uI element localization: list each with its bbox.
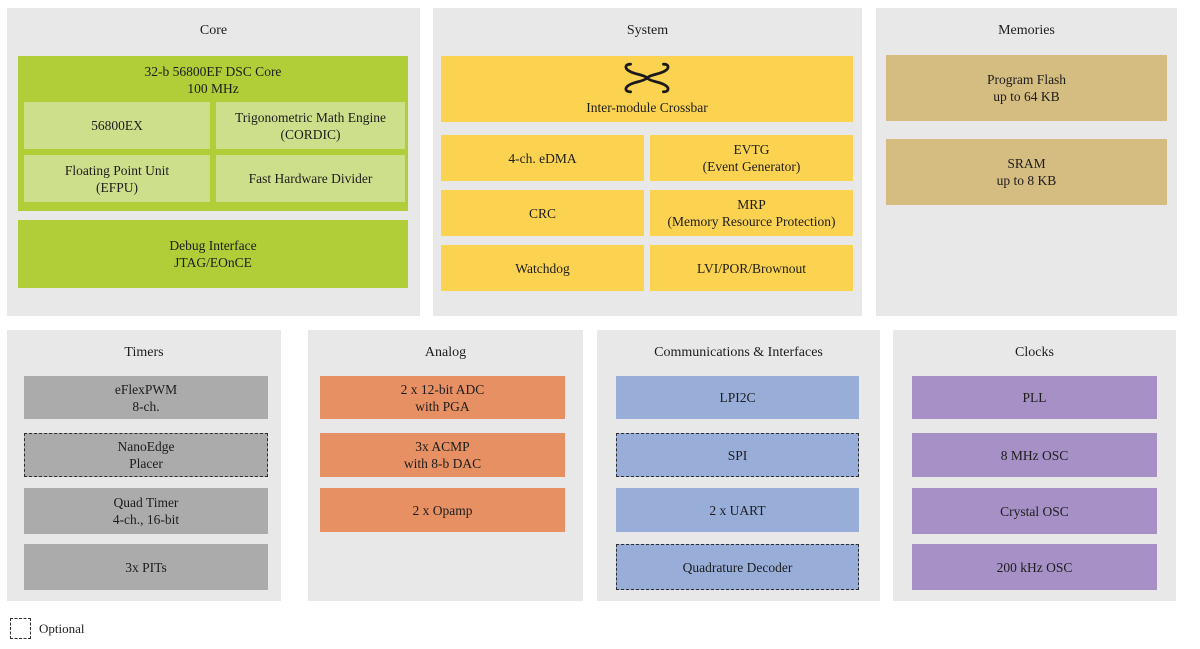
analog-panel-title: Analog — [424, 345, 467, 360]
block-crc: CRC — [441, 190, 644, 236]
block-eflexpwm: eFlexPWM 8-ch. — [24, 376, 268, 419]
clocks-panel: Clocks PLL 8 MHz OSC Crystal OSC 200 kHz… — [893, 330, 1176, 601]
block-evtg: EVTG (Event Generator) — [650, 135, 853, 181]
block-fast-hardware-divider: Fast Hardware Divider — [216, 155, 405, 202]
timers-panel: Timers eFlexPWM 8-ch. NanoEdge Placer Qu… — [7, 330, 281, 601]
block-inter-module-crossbar: Inter-module Crossbar — [441, 56, 853, 122]
memories-panel: Memories Program Flash up to 64 KB SRAM … — [876, 8, 1177, 316]
optional-legend-label: Optional — [39, 620, 85, 636]
block-nanoedge-placer: NanoEdge Placer — [24, 433, 268, 477]
comms-panel: Communications & Interfaces LPI2C SPI 2 … — [597, 330, 880, 601]
block-sram: SRAM up to 8 KB — [886, 139, 1167, 205]
block-56800ex: 56800EX — [24, 102, 210, 149]
block-lpi2c: LPI2C — [616, 376, 859, 419]
block-pll: PLL — [912, 376, 1157, 419]
block-lvi-por-brownout: LVI/POR/Brownout — [650, 245, 853, 291]
optional-dashed-box-icon — [10, 618, 31, 639]
analog-panel: Analog 2 x 12-bit ADC with PGA 3x ACMP w… — [308, 330, 583, 601]
block-adc: 2 x 12-bit ADC with PGA — [320, 376, 565, 419]
block-8mhz-osc: 8 MHz OSC — [912, 433, 1157, 477]
crossbar-label: Inter-module Crossbar — [586, 100, 708, 115]
block-200khz-osc: 200 kHz OSC — [912, 544, 1157, 590]
system-panel-title: System — [626, 23, 669, 38]
crossbar-switch-icon — [624, 62, 670, 94]
clocks-panel-title: Clocks — [1015, 345, 1054, 360]
timers-panel-title: Timers — [124, 345, 164, 360]
block-uart: 2 x UART — [616, 488, 859, 532]
core-subblock-grid: 56800EX Trigonometric Math Engine (CORDI… — [24, 102, 405, 202]
block-quad-timer: Quad Timer 4-ch., 16-bit — [24, 488, 268, 534]
block-acmp: 3x ACMP with 8-b DAC — [320, 433, 565, 477]
system-block-grid: 4-ch. eDMA EVTG (Event Generator) CRC MR… — [441, 135, 853, 291]
block-quadrature-decoder: Quadrature Decoder — [616, 544, 859, 590]
system-panel: System Inter-module Crossbar 4-ch. eDMA … — [433, 8, 862, 316]
core-panel-title: Core — [199, 23, 228, 38]
block-watchdog: Watchdog — [441, 245, 644, 291]
block-mrp: MRP (Memory Resource Protection) — [650, 190, 853, 236]
block-program-flash: Program Flash up to 64 KB — [886, 55, 1167, 121]
block-efpu: Floating Point Unit (EFPU) — [24, 155, 210, 202]
dsc-core-label: 32-b 56800EF DSC Core 100 MHz — [144, 64, 282, 96]
optional-legend: Optional — [10, 618, 85, 639]
block-cordic: Trigonometric Math Engine (CORDIC) — [216, 102, 405, 149]
memories-panel-title: Memories — [998, 23, 1055, 38]
block-opamp: 2 x Opamp — [320, 488, 565, 532]
comms-panel-title: Communications & Interfaces — [654, 345, 823, 360]
block-debug-interface: Debug Interface JTAG/EOnCE — [18, 220, 408, 288]
block-pits: 3x PITs — [24, 544, 268, 590]
block-dsc-core: 32-b 56800EF DSC Core 100 MHz 56800EX Tr… — [18, 56, 408, 211]
block-spi: SPI — [616, 433, 859, 477]
block-crystal-osc: Crystal OSC — [912, 488, 1157, 534]
block-edma: 4-ch. eDMA — [441, 135, 644, 181]
core-panel: Core 32-b 56800EF DSC Core 100 MHz 56800… — [7, 8, 420, 316]
